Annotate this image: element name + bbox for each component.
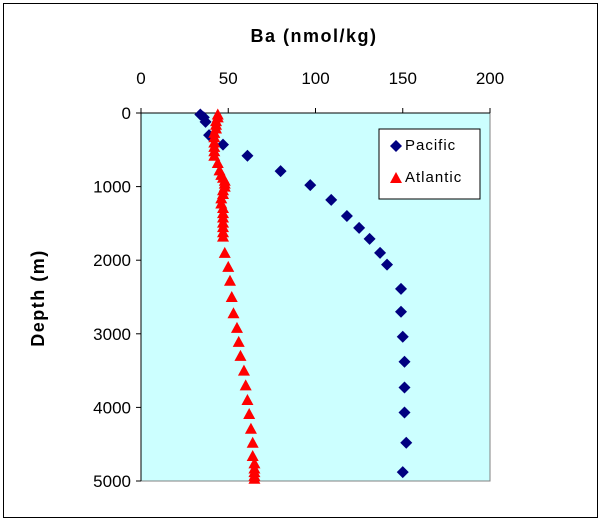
atlantic-point [234, 349, 247, 361]
atlantic-point [217, 230, 230, 242]
atlantic-point [243, 408, 256, 420]
atlantic-point [244, 422, 257, 434]
atlantic-point [208, 149, 221, 161]
atlantic-point [225, 291, 238, 302]
y-tick-label: 5000 [93, 472, 131, 491]
legend-label-pacific: Pacific [405, 137, 456, 154]
atlantic-point [241, 394, 254, 406]
chart: Ba (nmol/kg) Depth (m) 0 50 100 150 20001000… [28, 26, 504, 491]
pacific-point [398, 381, 411, 394]
pacific-point [353, 221, 366, 234]
pacific-point [304, 179, 317, 192]
pacific-point [325, 193, 338, 206]
legend-label-atlantic: Atlantic [405, 169, 462, 186]
legend-marker-pacific [390, 140, 402, 152]
data-points [194, 108, 413, 484]
pacific-point [400, 436, 413, 449]
x-tick-label: 0 [136, 69, 145, 88]
atlantic-point [230, 321, 243, 333]
pacific-point [396, 330, 409, 343]
pacific-point [274, 165, 287, 178]
atlantic-point [248, 472, 261, 484]
series-atlantic [208, 108, 261, 484]
y-axis-label: Depth (m) [28, 249, 48, 347]
pacific-point [374, 246, 387, 259]
pacific-point [396, 466, 409, 479]
pacific-point [217, 138, 230, 151]
atlantic-point [227, 307, 240, 319]
atlantic-point [211, 157, 224, 169]
atlantic-point [218, 246, 231, 258]
pacific-point [381, 258, 394, 271]
pacific-point [398, 406, 411, 419]
atlantic-point [232, 335, 245, 347]
legend: Pacific Atlantic [378, 128, 481, 200]
atlantic-point [222, 260, 235, 272]
atlantic-point [246, 436, 259, 448]
y-tick-label: 2000 [93, 251, 131, 270]
y-tick-label: 3000 [93, 325, 131, 344]
y-tick-label: 4000 [93, 398, 131, 417]
pacific-point [395, 282, 408, 295]
pacific-point [363, 232, 376, 245]
chart-frame: Ba (nmol/kg) Depth (m) 0 50 100 150 200 0 1000… [3, 3, 598, 518]
pacific-point [395, 305, 408, 318]
x-tick-label: 100 [301, 69, 329, 88]
atlantic-point [237, 364, 250, 376]
atlantic-point [239, 379, 252, 391]
x-tick-label: 150 [389, 69, 417, 88]
pacific-point [241, 149, 254, 162]
y-tick-label: 0 [122, 104, 131, 123]
atlantic-point [223, 274, 236, 286]
legend-marker-atlantic [390, 172, 402, 183]
pacific-point [340, 210, 353, 223]
x-tick-label: 50 [219, 69, 238, 88]
pacific-point [199, 115, 212, 128]
y-tick-label: 1000 [93, 178, 131, 197]
chart-title: Ba (nmol/kg) [250, 26, 377, 46]
atlantic-point [246, 449, 259, 461]
pacific-point [398, 355, 411, 368]
x-tick-label: 200 [476, 69, 504, 88]
